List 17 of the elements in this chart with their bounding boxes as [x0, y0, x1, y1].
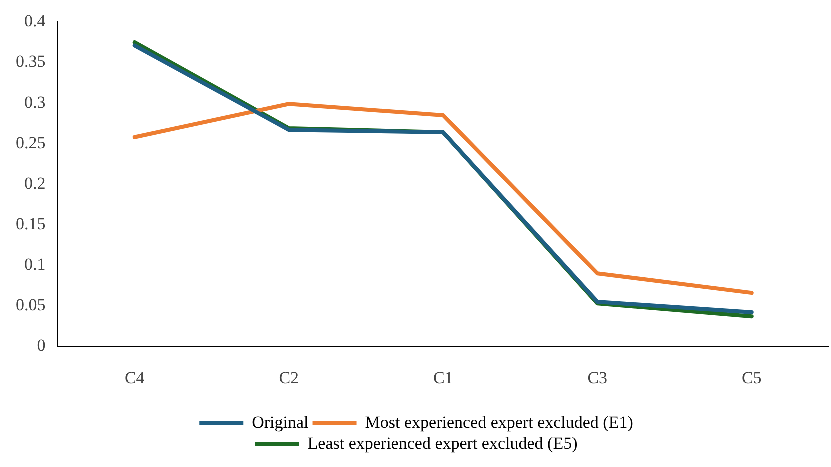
x-tick-label: C5	[742, 368, 762, 388]
y-tick-label: 0.15	[16, 214, 46, 234]
legend-label: Original	[252, 412, 310, 432]
y-tick-label: 0.35	[16, 52, 46, 72]
y-tick-label: 0.25	[16, 133, 46, 152]
y-tick-label: 0.05	[16, 296, 46, 315]
x-tick-label: C2	[279, 368, 300, 388]
x-tick-label: C3	[588, 368, 608, 388]
y-tick-label: 0.4	[24, 12, 46, 31]
legend-label: Least experienced expert excluded (E5)	[308, 434, 578, 453]
legend-label: Most experienced expert excluded (E1)	[365, 412, 634, 432]
y-tick-label: 0.1	[24, 254, 46, 274]
y-tick-label: 0	[37, 336, 46, 356]
y-tick-label: 0.3	[24, 92, 46, 112]
x-tick-label: C1	[433, 368, 454, 388]
x-tick-label: C4	[124, 368, 146, 388]
y-tick-label: 0.2	[24, 174, 46, 193]
